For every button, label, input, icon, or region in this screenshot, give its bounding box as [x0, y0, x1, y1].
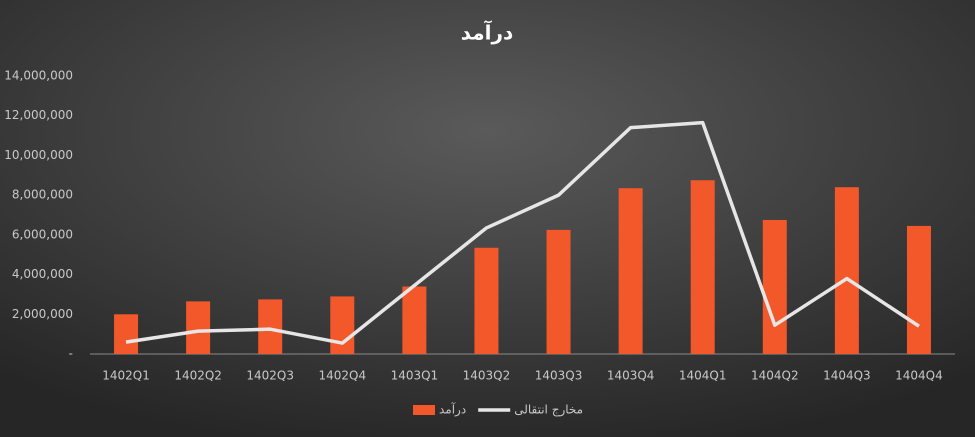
x-tick-label: 1403Q2	[463, 369, 511, 383]
x-tick-label: 1402Q2	[174, 369, 222, 383]
bar	[258, 299, 283, 354]
x-tick-label: 1404Q3	[823, 369, 871, 383]
x-tick-label: 1403Q3	[535, 369, 583, 383]
bar	[906, 225, 931, 354]
bar	[690, 180, 715, 354]
bar	[618, 188, 643, 354]
y-tick-label: 14,000,000	[4, 69, 73, 83]
x-tick-label: 1402Q1	[102, 369, 150, 383]
x-tick-label: 1403Q1	[391, 369, 439, 383]
x-tick-label: 1402Q3	[246, 369, 294, 383]
y-tick-label: 12,000,000	[4, 108, 73, 122]
line	[125, 120, 920, 345]
x-tick-label: 1402Q4	[318, 369, 366, 383]
bar	[474, 247, 499, 354]
y-tick-label: 10,000,000	[4, 148, 73, 162]
bar	[330, 296, 355, 354]
bar	[186, 301, 211, 354]
chart-title: درآمد	[461, 20, 514, 45]
x-tick-label: 1404Q2	[751, 369, 799, 383]
bar	[834, 187, 859, 354]
bar	[546, 229, 571, 354]
y-tick-label: 8,000,000	[12, 188, 73, 202]
legend-swatch	[413, 405, 435, 415]
legend-label: درآمد	[439, 402, 466, 418]
y-tick-label: 4,000,000	[12, 267, 73, 281]
bar	[114, 314, 139, 354]
y-tick-label: 2,000,000	[12, 307, 73, 321]
bar	[402, 286, 427, 354]
x-tick-label: 1403Q4	[607, 369, 655, 383]
x-tick-label: 1404Q4	[895, 369, 943, 383]
bar	[762, 219, 787, 354]
legend-label: مخارج انتقالی	[514, 403, 583, 418]
x-tick-label: 1404Q1	[679, 369, 727, 383]
y-tick-label: -	[69, 347, 73, 361]
y-tick-label: 6,000,000	[12, 227, 73, 241]
